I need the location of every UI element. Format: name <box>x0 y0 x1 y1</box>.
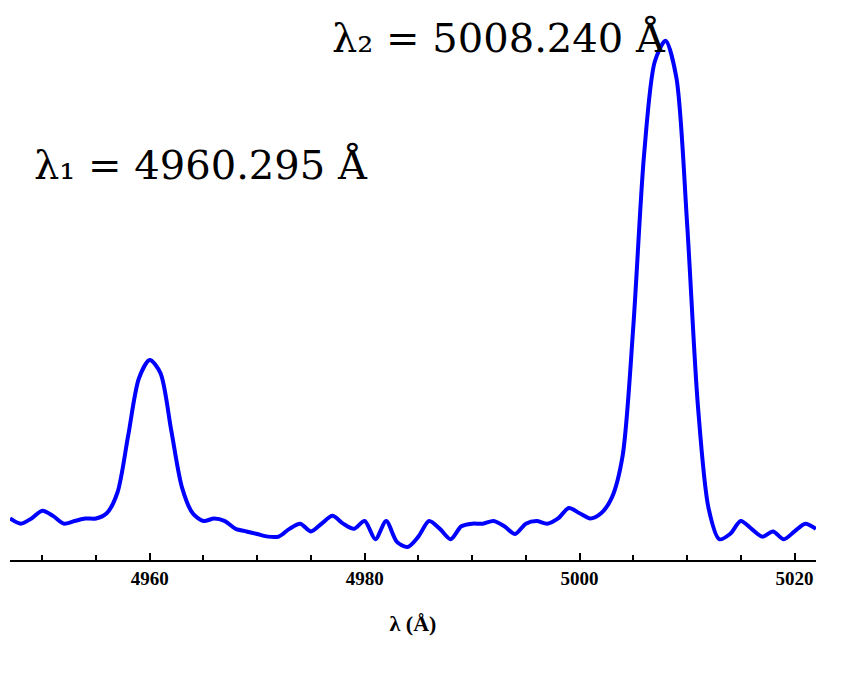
svg-text:λ₁ = 4960.295 Å: λ₁ = 4960.295 Å <box>34 142 368 188</box>
svg-text:4980: 4980 <box>346 568 384 589</box>
svg-text:5020: 5020 <box>776 568 814 589</box>
svg-text:4960: 4960 <box>131 568 169 589</box>
svg-text:5000: 5000 <box>561 568 599 589</box>
svg-text:λ₂ = 5008.240 Å: λ₂ = 5008.240 Å <box>332 15 666 61</box>
svg-text:λ (Å): λ (Å) <box>390 611 437 636</box>
